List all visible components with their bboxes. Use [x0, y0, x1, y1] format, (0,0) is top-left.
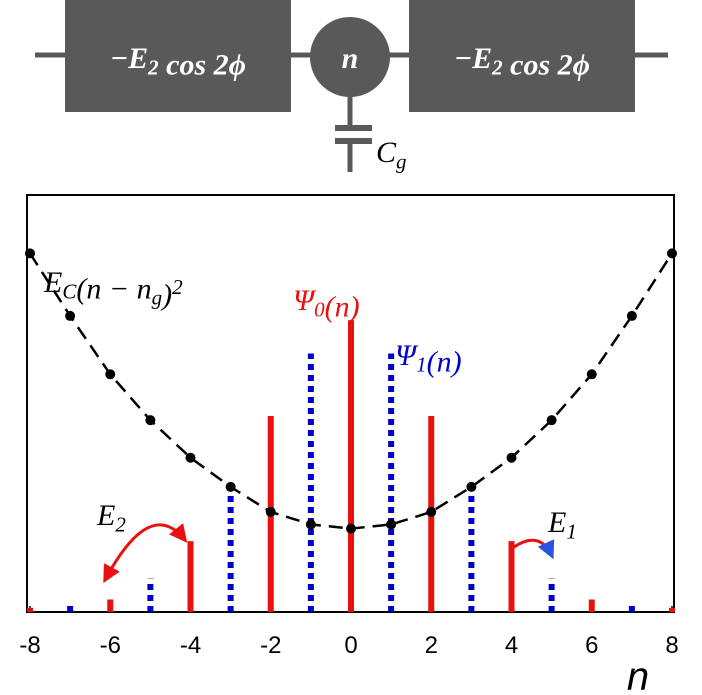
energy-dot — [225, 481, 236, 492]
box-label: −E2 cos 2ϕ — [110, 42, 246, 81]
series-label: EC(n − ng)2 — [43, 266, 183, 312]
junction-box — [409, 0, 635, 112]
x-tick-label: 2 — [425, 632, 438, 659]
x-tick-label: 4 — [505, 632, 518, 659]
box-label: −E2 cos 2ϕ — [454, 42, 590, 81]
energy-dot — [346, 523, 356, 534]
plot: -8 -6 -4 -2 0 2 4 6 8n Ψ0(n) Ψ1(n) EC(n − ng)2 — [19, 248, 679, 695]
energy-dot — [667, 248, 677, 259]
x-tick-label: 8 — [665, 632, 678, 659]
x-tick-label: 6 — [585, 632, 598, 659]
energy-dot — [25, 248, 35, 259]
node-label: n — [342, 42, 359, 75]
hop-label: E1 — [547, 506, 577, 543]
circuit — [35, 0, 668, 172]
x-tick-label: -2 — [260, 632, 281, 659]
energy-dot — [386, 519, 397, 530]
x-tick-label: -8 — [19, 632, 40, 659]
hop-arrow — [513, 538, 555, 560]
hop-arrow — [103, 523, 188, 584]
energy-dot — [65, 310, 76, 321]
energy-dot — [466, 481, 477, 492]
x-tick-label: -4 — [180, 632, 201, 659]
x-tick-label: -6 — [100, 632, 121, 659]
energy-dot — [105, 369, 116, 380]
series-label: Ψ1(n) — [395, 339, 462, 378]
series-label: Ψ0(n) — [293, 284, 360, 323]
energy-dot — [145, 415, 156, 426]
energy-dot — [305, 519, 316, 530]
energy-dot — [426, 506, 437, 517]
energy-dot — [185, 452, 196, 463]
energy-dot — [586, 369, 597, 380]
node — [310, 17, 390, 97]
x-tick-label: 0 — [344, 632, 357, 659]
hop-label: E2 — [96, 499, 126, 536]
junction-box — [65, 0, 291, 112]
energy-dot — [546, 415, 557, 426]
energy-dot — [626, 310, 637, 321]
energy-dot — [265, 506, 276, 517]
energy-dot — [506, 452, 517, 463]
x-axis-label: n — [627, 655, 649, 695]
capacitor-label: Cg — [376, 136, 407, 173]
